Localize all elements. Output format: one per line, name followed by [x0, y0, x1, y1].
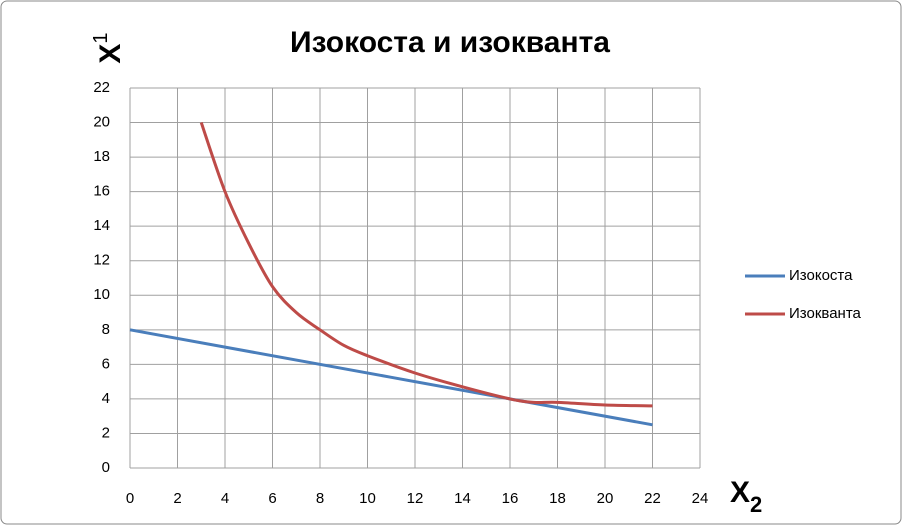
x-tick-label: 24 [692, 490, 709, 507]
x-axis-label-subscript: 2 [750, 492, 762, 517]
x-tick-label: 20 [597, 490, 614, 507]
y-tick-label: 2 [102, 424, 110, 441]
y-tick-label: 0 [102, 459, 110, 476]
y-tick-label: 18 [93, 148, 110, 165]
chart-title: Изокоста и изокванта [290, 26, 610, 59]
y-tick-label: 10 [93, 286, 110, 303]
legend-label: Изокванта [789, 305, 862, 322]
x-tick-label: 12 [407, 490, 424, 507]
x-tick-label: 6 [268, 490, 276, 507]
x-tick-label: 8 [316, 490, 324, 507]
x-tick-label: 4 [221, 490, 229, 507]
x-tick-label: 0 [126, 490, 134, 507]
x-axis-label-text: X [730, 476, 750, 509]
y-tick-label: 4 [102, 390, 110, 407]
x-tick-label: 2 [173, 490, 181, 507]
legend-label: Изокоста [789, 267, 853, 284]
y-tick-label: 22 [93, 79, 110, 96]
y-tick-label: 16 [93, 183, 110, 200]
y-axis-label-subscript: 1 [90, 32, 112, 43]
y-axis-label-text: X [94, 44, 127, 64]
y-tick-label: 8 [102, 321, 110, 338]
x-tick-label: 16 [502, 490, 519, 507]
y-tick-label: 20 [93, 114, 110, 131]
y-axis-label: X1 [90, 32, 127, 63]
y-tick-label: 14 [93, 217, 110, 234]
series-line [129, 328, 653, 427]
y-tick-label: 12 [93, 252, 110, 269]
x-tick-label: 18 [549, 490, 566, 507]
y-tick-label: 6 [102, 355, 110, 372]
series-line [199, 122, 653, 408]
x-tick-label: 14 [454, 490, 471, 507]
x-axis-label: X2 [730, 476, 762, 517]
x-tick-label: 22 [644, 490, 661, 507]
x-tick-label: 10 [359, 490, 376, 507]
